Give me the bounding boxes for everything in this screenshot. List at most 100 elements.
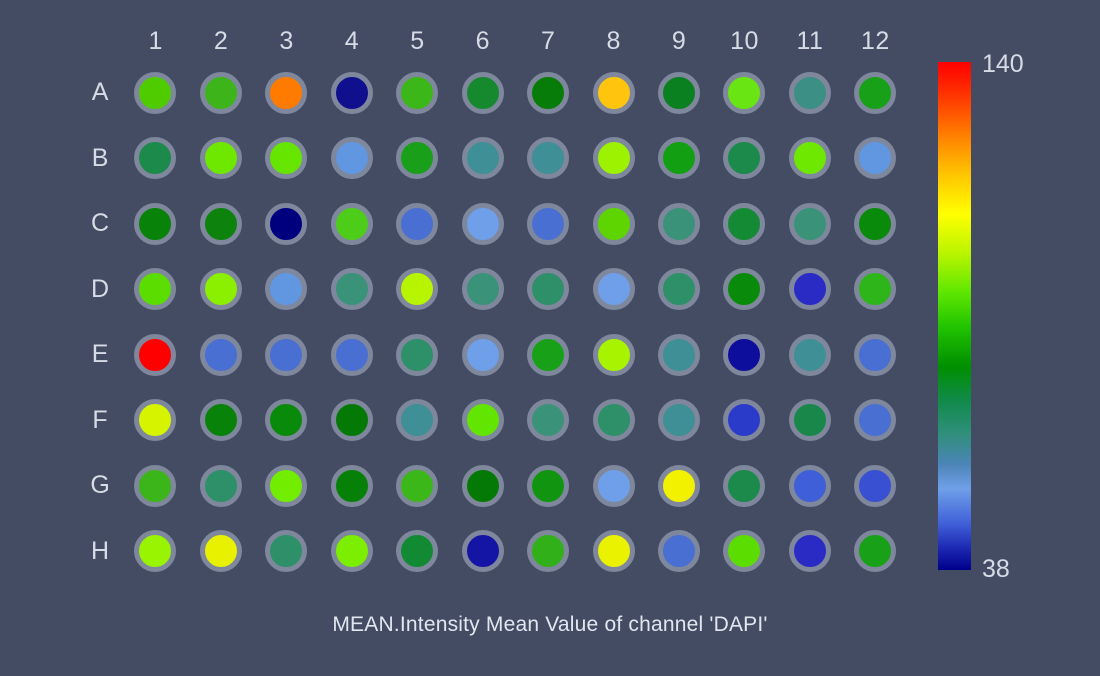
well-F9[interactable] <box>657 399 700 442</box>
well-C8[interactable] <box>592 202 635 245</box>
well-H10[interactable] <box>723 530 766 573</box>
well-A11[interactable] <box>788 71 831 114</box>
well-B2[interactable] <box>199 137 242 180</box>
well-E11[interactable] <box>788 333 831 376</box>
well-C3[interactable] <box>265 202 308 245</box>
well-cell-B1 <box>123 137 188 180</box>
well-F10[interactable] <box>723 399 766 442</box>
well-A9[interactable] <box>657 71 700 114</box>
well-G11[interactable] <box>788 464 831 507</box>
well-C2[interactable] <box>199 202 242 245</box>
well-H6[interactable] <box>461 530 504 573</box>
well-H11[interactable] <box>788 530 831 573</box>
well-G9[interactable] <box>657 464 700 507</box>
well-A5[interactable] <box>396 71 439 114</box>
well-B7[interactable] <box>527 137 570 180</box>
well-A6[interactable] <box>461 71 504 114</box>
well-D8[interactable] <box>592 268 635 311</box>
well-cell-B9 <box>646 137 711 180</box>
well-A3[interactable] <box>265 71 308 114</box>
well-H12[interactable] <box>854 530 897 573</box>
well-F8[interactable] <box>592 399 635 442</box>
well-E6[interactable] <box>461 333 504 376</box>
well-D12[interactable] <box>854 268 897 311</box>
well-G5[interactable] <box>396 464 439 507</box>
well-E7[interactable] <box>527 333 570 376</box>
well-H8[interactable] <box>592 530 635 573</box>
well-D7[interactable] <box>527 268 570 311</box>
well-C12[interactable] <box>854 202 897 245</box>
well-cell-H1 <box>123 530 188 573</box>
well-C5[interactable] <box>396 202 439 245</box>
well-H3[interactable] <box>265 530 308 573</box>
well-A2[interactable] <box>199 71 242 114</box>
well-C10[interactable] <box>723 202 766 245</box>
well-H2[interactable] <box>199 530 242 573</box>
well-E8[interactable] <box>592 333 635 376</box>
well-C6[interactable] <box>461 202 504 245</box>
well-F3[interactable] <box>265 399 308 442</box>
well-A10[interactable] <box>723 71 766 114</box>
well-G3[interactable] <box>265 464 308 507</box>
well-C4[interactable] <box>330 202 373 245</box>
well-F1[interactable] <box>134 399 177 442</box>
well-F6[interactable] <box>461 399 504 442</box>
well-F4[interactable] <box>330 399 373 442</box>
well-G2[interactable] <box>199 464 242 507</box>
well-G1[interactable] <box>134 464 177 507</box>
well-D11[interactable] <box>788 268 831 311</box>
well-E12[interactable] <box>854 333 897 376</box>
well-H7[interactable] <box>527 530 570 573</box>
well-F7[interactable] <box>527 399 570 442</box>
well-D3[interactable] <box>265 268 308 311</box>
well-B3[interactable] <box>265 137 308 180</box>
well-B5[interactable] <box>396 137 439 180</box>
well-C1[interactable] <box>134 202 177 245</box>
well-D2[interactable] <box>199 268 242 311</box>
well-H4[interactable] <box>330 530 373 573</box>
well-B1[interactable] <box>134 137 177 180</box>
well-D5[interactable] <box>396 268 439 311</box>
well-E5[interactable] <box>396 333 439 376</box>
well-G4[interactable] <box>330 464 373 507</box>
well-A7[interactable] <box>527 71 570 114</box>
well-A8[interactable] <box>592 71 635 114</box>
well-A12[interactable] <box>854 71 897 114</box>
well-D4[interactable] <box>330 268 373 311</box>
well-F5[interactable] <box>396 399 439 442</box>
well-D6[interactable] <box>461 268 504 311</box>
well-G8[interactable] <box>592 464 635 507</box>
well-E3[interactable] <box>265 333 308 376</box>
well-cell-A5 <box>384 71 449 114</box>
well-E2[interactable] <box>199 333 242 376</box>
well-H9[interactable] <box>657 530 700 573</box>
well-B11[interactable] <box>788 137 831 180</box>
well-H1[interactable] <box>134 530 177 573</box>
well-B9[interactable] <box>657 137 700 180</box>
well-B6[interactable] <box>461 137 504 180</box>
well-B10[interactable] <box>723 137 766 180</box>
well-F11[interactable] <box>788 399 831 442</box>
well-A1[interactable] <box>134 71 177 114</box>
well-G10[interactable] <box>723 464 766 507</box>
well-G7[interactable] <box>527 464 570 507</box>
well-D9[interactable] <box>657 268 700 311</box>
well-A4[interactable] <box>330 71 373 114</box>
well-B8[interactable] <box>592 137 635 180</box>
well-B12[interactable] <box>854 137 897 180</box>
well-F12[interactable] <box>854 399 897 442</box>
well-D1[interactable] <box>134 268 177 311</box>
well-D10[interactable] <box>723 268 766 311</box>
well-E9[interactable] <box>657 333 700 376</box>
well-G6[interactable] <box>461 464 504 507</box>
well-H5[interactable] <box>396 530 439 573</box>
well-E10[interactable] <box>723 333 766 376</box>
well-C9[interactable] <box>657 202 700 245</box>
well-C11[interactable] <box>788 202 831 245</box>
well-B4[interactable] <box>330 137 373 180</box>
well-G12[interactable] <box>854 464 897 507</box>
well-E1[interactable] <box>134 333 177 376</box>
well-E4[interactable] <box>330 333 373 376</box>
well-C7[interactable] <box>527 202 570 245</box>
well-F2[interactable] <box>199 399 242 442</box>
